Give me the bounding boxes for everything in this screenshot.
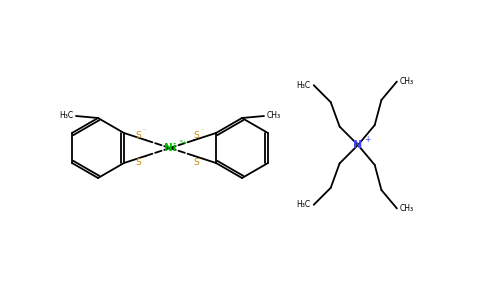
Text: ⁻: ⁻ [201, 130, 204, 135]
Text: ⁻: ⁻ [201, 157, 204, 162]
Text: CH₃: CH₃ [400, 204, 414, 213]
Text: Ni: Ni [164, 143, 176, 153]
Text: ⁻: ⁻ [143, 130, 146, 135]
Text: S: S [193, 158, 199, 167]
Text: H₃C: H₃C [59, 112, 73, 121]
Text: 3+: 3+ [179, 140, 188, 146]
Text: S: S [193, 131, 199, 140]
Text: S: S [135, 131, 141, 140]
Text: S: S [135, 158, 141, 167]
Text: H₃C: H₃C [297, 81, 311, 90]
Text: CH₃: CH₃ [267, 112, 281, 121]
Text: N: N [353, 140, 363, 150]
Text: +: + [364, 134, 370, 143]
Text: H₃C: H₃C [297, 200, 311, 209]
Text: CH₃: CH₃ [400, 77, 414, 86]
Text: ⁻: ⁻ [143, 157, 146, 162]
